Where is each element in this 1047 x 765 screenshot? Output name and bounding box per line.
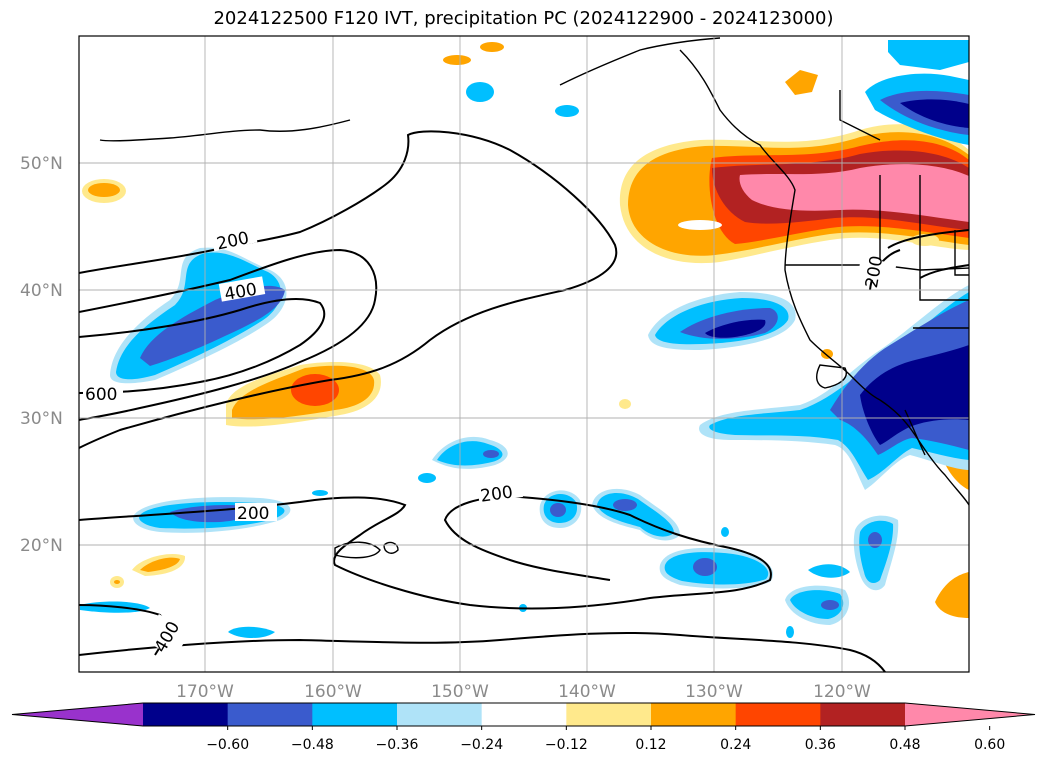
colorbar-segment (481, 703, 567, 726)
colorbar-extend-high (905, 703, 1035, 726)
colorbar-tick-label: 0.48 (889, 737, 920, 753)
map-frame (78, 35, 970, 673)
lon-label-130: 130°W (685, 682, 743, 702)
colorbar-segment (227, 703, 313, 726)
lon-label-140: 140°W (558, 682, 616, 702)
lat-label-40: 40°N (20, 281, 63, 301)
precip-anomaly-fills (80, 40, 969, 638)
colorbar-outline (11, 702, 1036, 727)
lat-label-20: 20°N (20, 536, 63, 556)
colorbar-segment (143, 703, 229, 726)
colorbar: −0.60 −0.48 −0.36 −0.24 −0.12 0.12 0.24 0.36 0.4… (11, 702, 1036, 753)
colorbar-tick-label: 0.36 (805, 737, 836, 753)
coastlines (99, 37, 969, 559)
colorbar-segment (651, 703, 737, 726)
colorbar-tick-label: −0.36 (376, 737, 419, 753)
colorbar-segment (820, 703, 906, 726)
colorbar-tick-label: −0.60 (206, 737, 249, 753)
colorbar-segment (312, 703, 398, 726)
colorbar-segment (566, 703, 652, 726)
lon-label-120: 120°W (813, 682, 871, 702)
colorbar-segment (397, 703, 483, 726)
contour-label-200-b: 200 (479, 482, 514, 506)
lon-label-170: 170°W (176, 682, 234, 702)
colorbar-segment (735, 703, 821, 726)
lat-label-30: 30°N (20, 409, 63, 429)
lon-label-160: 160°W (304, 682, 362, 702)
colorbar-tick-label: 0.12 (635, 737, 666, 753)
contour-label-200-c: 200 (237, 504, 269, 524)
lon-label-150: 150°W (431, 682, 489, 702)
contour-label-600: 600 (85, 385, 117, 405)
lat-label-50: 50°N (20, 154, 63, 174)
graticule (79, 36, 969, 672)
map-title: 2024122500 F120 IVT, precipitation PC (2… (213, 8, 834, 29)
colorbar-tick-label: −0.48 (291, 737, 334, 753)
ivt-contours (79, 130, 969, 672)
colorbar-tick-label: −0.24 (460, 737, 503, 753)
colorbar-tick-label: 0.60 (974, 737, 1005, 753)
colorbar-tick-label: 0.24 (720, 737, 751, 753)
colorbar-tick-label: −0.12 (545, 737, 588, 753)
contour-labels: 200 400 600 200 200 400 200 (83, 224, 897, 658)
colorbar-extend-low (12, 703, 143, 726)
